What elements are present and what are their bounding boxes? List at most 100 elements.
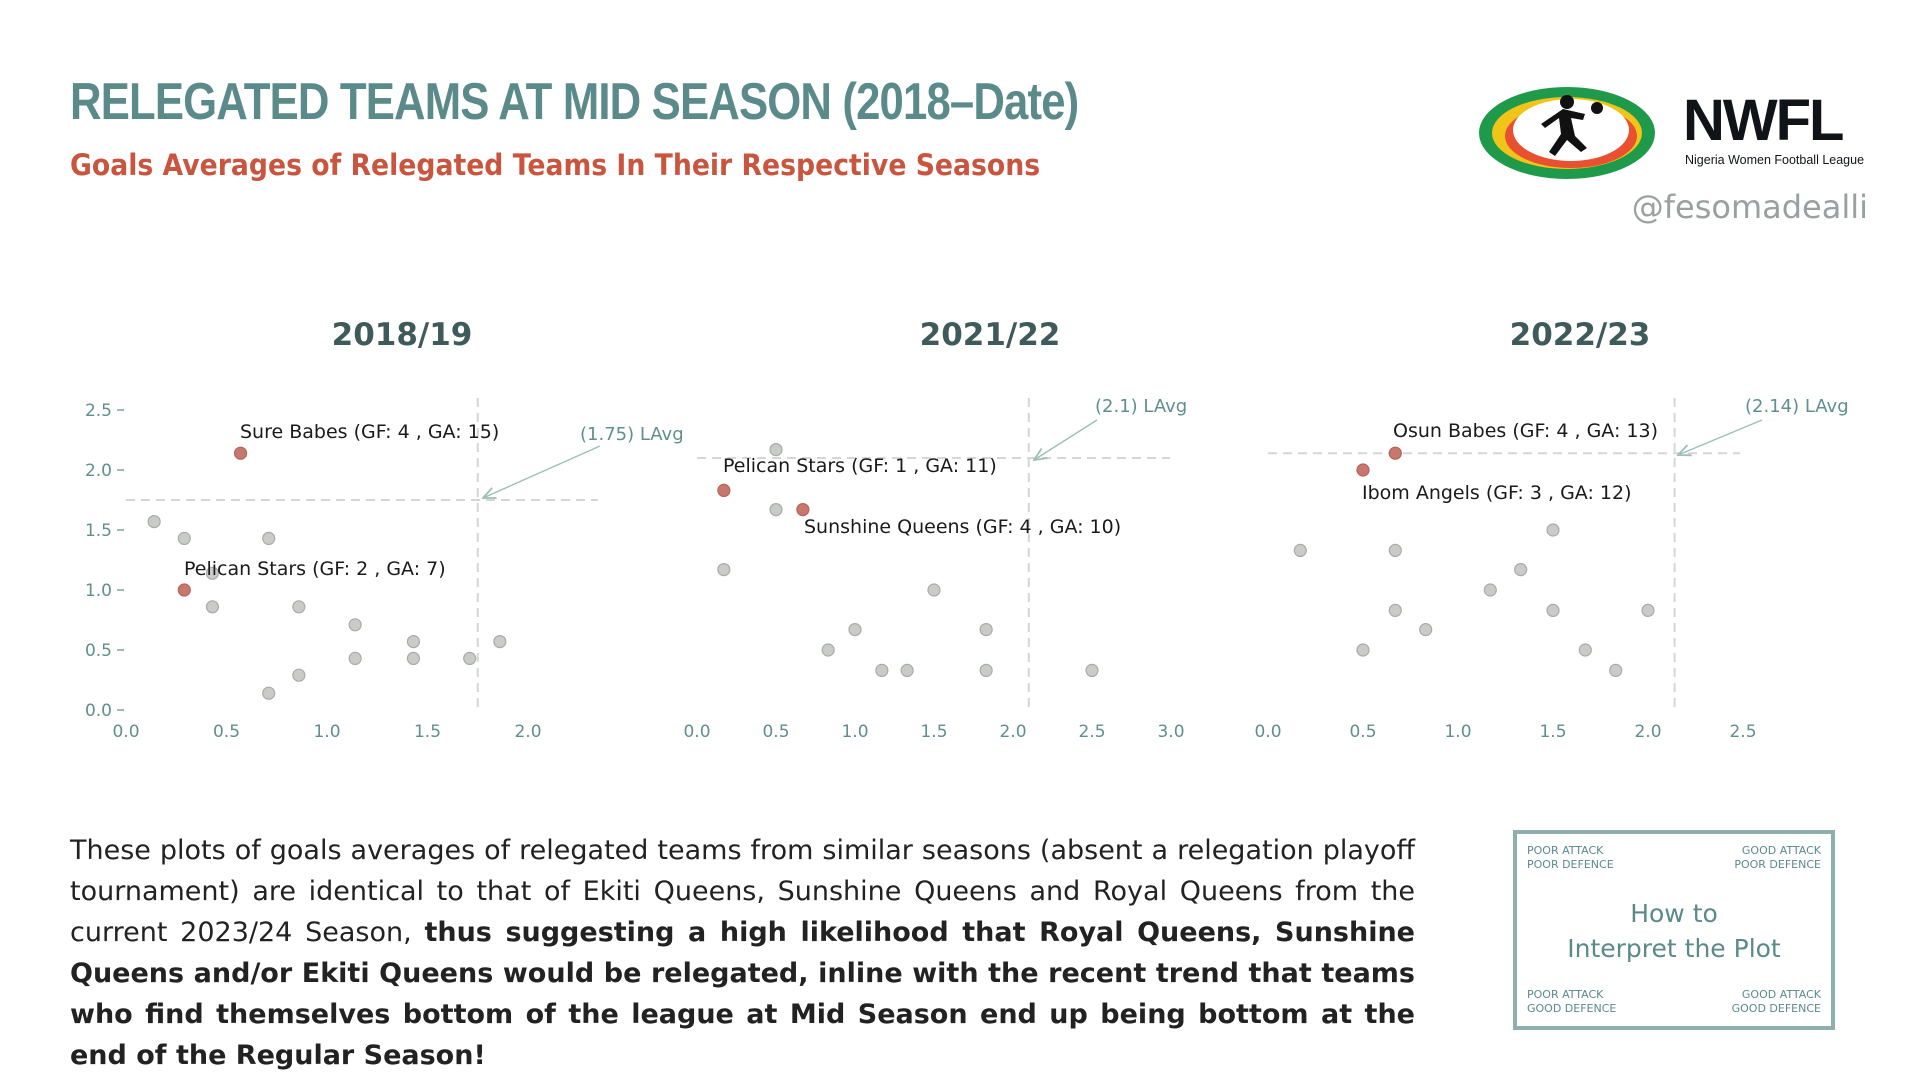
x-tick-label: 0.5 — [762, 722, 789, 742]
x-tick-label: 0.0 — [683, 722, 710, 742]
data-point — [900, 663, 914, 677]
data-point — [1578, 643, 1592, 657]
data-point — [1546, 603, 1560, 617]
data-point — [979, 623, 993, 637]
chart-title: 2018/19 — [332, 317, 473, 353]
chart-title: 2022/23 — [1510, 317, 1651, 353]
data-point — [406, 635, 421, 649]
y-tick-label: 0.5 — [85, 641, 112, 661]
avg-arrow — [1034, 419, 1098, 460]
description-normal: These plots of goals averages of relegat… — [70, 835, 1415, 948]
data-point — [1388, 543, 1402, 557]
data-point — [177, 531, 191, 545]
data-point — [1546, 523, 1560, 537]
x-tick-label: 2.5 — [1729, 722, 1756, 742]
x-tick-label: 2.0 — [999, 722, 1026, 742]
y-tick-label: 1.5 — [85, 521, 112, 541]
x-tick-label: 1.5 — [920, 722, 947, 742]
description-bold: thus suggesting a high likelihood that R… — [70, 917, 1415, 1071]
point-label: Ibom Angels (GF: 3 , GA: 12) — [1362, 482, 1632, 504]
avg-arrow — [483, 445, 601, 498]
x-tick-label: 1.0 — [841, 722, 868, 742]
data-point — [717, 563, 731, 577]
relegated-point — [233, 446, 248, 460]
data-point — [1085, 663, 1099, 677]
data-point — [1483, 583, 1497, 597]
x-tick-label: 0.0 — [112, 722, 139, 742]
charts-area: 2018/19 (1.75) LAvg 0.0 0.5 1.0 1.5 2.0 0.0 0.5 1… — [85, 317, 1849, 742]
relegated-point — [177, 583, 191, 597]
data-point — [927, 583, 941, 597]
data-point — [406, 651, 421, 665]
data-point — [1641, 603, 1655, 617]
data-point — [205, 600, 220, 614]
avg-label: (1.75) LAvg — [580, 424, 684, 445]
guide-top-right: GOOD ATTACK POOR DEFENCE — [1734, 844, 1821, 871]
data-point — [463, 651, 477, 665]
x-tick-label: 0.0 — [1254, 722, 1281, 742]
logo-subtext: Nigeria Women Football League — [1685, 153, 1864, 167]
data-point — [875, 663, 889, 677]
data-point — [262, 531, 276, 545]
y-tick-label: 1.0 — [85, 581, 112, 601]
data-point — [1609, 663, 1623, 677]
chart-title: 2021/22 — [920, 317, 1061, 353]
point-label: Pelican Stars (GF: 2 , GA: 7) — [184, 558, 446, 580]
data-point — [147, 515, 161, 529]
data-point — [348, 618, 362, 632]
data-point — [1356, 643, 1370, 657]
guide-title: How to Interpret the Plot — [1567, 899, 1781, 963]
data-point — [821, 643, 835, 657]
avg-label: (2.14) LAvg — [1745, 396, 1849, 417]
avg-arrow — [1678, 419, 1763, 455]
y-tick-label: 2.0 — [85, 461, 112, 481]
x-tick-label: 0.5 — [1349, 722, 1376, 742]
point-label: Sunshine Queens (GF: 4 , GA: 10) — [804, 516, 1121, 538]
x-tick-label: 3.0 — [1157, 722, 1184, 742]
nwfl-logo: NWFL Nigeria Women Football League — [1479, 87, 1864, 179]
relegated-point — [717, 483, 731, 497]
guide-bottom-right: GOOD ATTACK GOOD DEFENCE — [1731, 988, 1821, 1015]
player-icon — [1541, 95, 1603, 156]
data-point — [1419, 623, 1433, 637]
data-point — [1514, 563, 1528, 577]
x-tick-label: 1.0 — [313, 722, 340, 742]
avg-label: (2.1) LAvg — [1095, 396, 1187, 417]
data-point — [1388, 603, 1402, 617]
data-point — [493, 635, 507, 649]
chart-2018-19: 2018/19 (1.75) LAvg 0.0 0.5 1.0 1.5 2.0 0.0 0.5 1… — [85, 317, 684, 742]
x-tick-label: 2.5 — [1078, 722, 1105, 742]
guide-bottom-left: POOR ATTACK GOOD DEFENCE — [1527, 988, 1617, 1015]
logo-text: NWFL — [1683, 88, 1843, 153]
relegated-point — [1356, 463, 1370, 477]
x-tick-label: 1.5 — [414, 722, 441, 742]
chart-2022-23: 2022/23 (2.14) LAvg 0.0 0.5 1.0 1.5 2.0 2.5 Osun… — [1254, 317, 1848, 742]
interpretation-guide: POOR ATTACK POOR DEFENCE GOOD ATTACK POO… — [1513, 830, 1835, 1030]
data-point — [769, 443, 783, 457]
data-point — [848, 623, 862, 637]
x-tick-label: 2.0 — [514, 722, 541, 742]
data-point — [1293, 543, 1307, 557]
data-point — [769, 503, 783, 517]
page-title: RELEGATED TEAMS AT MID SEASON (2018–Date… — [70, 73, 1079, 131]
chart-2021-22: 2021/22 (2.1) LAvg 0.0 0.5 1.0 1.5 2.0 2.5 3.0 Pe… — [683, 317, 1187, 742]
page-subtitle: Goals Averages of Relegated Teams In The… — [70, 148, 1041, 182]
author-handle: @fesomadealli — [1631, 188, 1868, 226]
point-label: Pelican Stars (GF: 1 , GA: 11) — [723, 455, 997, 477]
data-point — [348, 651, 362, 665]
data-point — [292, 600, 306, 614]
point-label: Sure Babes (GF: 4 , GA: 15) — [240, 421, 499, 443]
y-tick-label: 2.5 — [85, 401, 112, 421]
description: These plots of goals averages of relegat… — [70, 830, 1415, 1076]
data-point — [979, 663, 993, 677]
data-point — [292, 668, 306, 682]
x-tick-label: 1.0 — [1444, 722, 1471, 742]
x-tick-label: 1.5 — [1539, 722, 1566, 742]
relegated-point — [796, 503, 810, 517]
x-tick-label: 0.5 — [213, 722, 240, 742]
point-label: Osun Babes (GF: 4 , GA: 13) — [1393, 420, 1658, 442]
guide-top-left: POOR ATTACK POOR DEFENCE — [1527, 844, 1614, 871]
y-tick-label: 0.0 — [85, 701, 112, 721]
data-point — [262, 686, 276, 700]
data-point — [205, 566, 220, 580]
